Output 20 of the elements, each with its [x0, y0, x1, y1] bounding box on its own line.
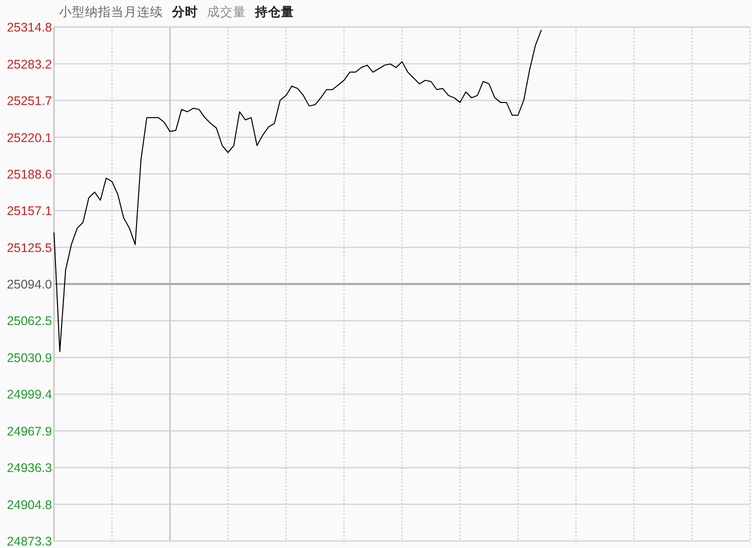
chart-title: 小型纳指当月连续 — [59, 5, 163, 19]
text: 分时 — [171, 5, 198, 19]
y-tick-label: 24904.8 — [6, 498, 52, 512]
text: 成交量 — [207, 4, 246, 19]
y-tick-label: 25220.1 — [6, 130, 52, 145]
y-tick-label: 25030.9 — [6, 351, 52, 366]
y-tick-label: 25125.5 — [6, 240, 52, 255]
y-tick-label: 25157.1 — [6, 204, 52, 218]
y-tick-label: 24873.3 — [6, 534, 52, 548]
y-tick-label: 24967.9 — [6, 424, 52, 438]
y-tick-label: 25188.6 — [6, 167, 52, 182]
y-tick-label: 25283.2 — [6, 57, 52, 72]
line-series — [54, 30, 542, 352]
y-tick-label: 25094.0 — [6, 278, 52, 292]
y-tick-label: 24999.4 — [6, 388, 52, 402]
y-tick-label: 25062.5 — [6, 314, 52, 328]
y-tick-label: 24936.3 — [6, 461, 52, 476]
text: 持仓量 — [254, 5, 294, 19]
y-tick-label: 25251.7 — [6, 94, 52, 108]
y-tick-label: 25314.8 — [6, 20, 52, 34]
